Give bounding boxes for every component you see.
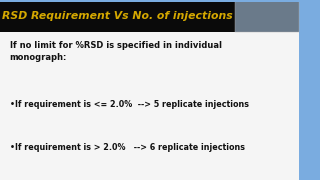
Text: •If requirement is <= 2.0%  --> 5 replicate injections: •If requirement is <= 2.0% --> 5 replica… (10, 100, 249, 109)
Text: RSD Requirement Vs No. of injections: RSD Requirement Vs No. of injections (2, 11, 233, 21)
Bar (299, 0, 320, 180)
Bar (0, 0, 235, 31)
Bar (0, 0, 320, 2)
Text: •If requirement is > 2.0%   --> 6 replicate injections: •If requirement is > 2.0% --> 6 replicat… (10, 143, 244, 152)
Bar (0, 31, 299, 180)
Text: If no limit for %RSD is specified in individual
monograph:: If no limit for %RSD is specified in ind… (10, 40, 221, 62)
Bar (235, 0, 299, 31)
